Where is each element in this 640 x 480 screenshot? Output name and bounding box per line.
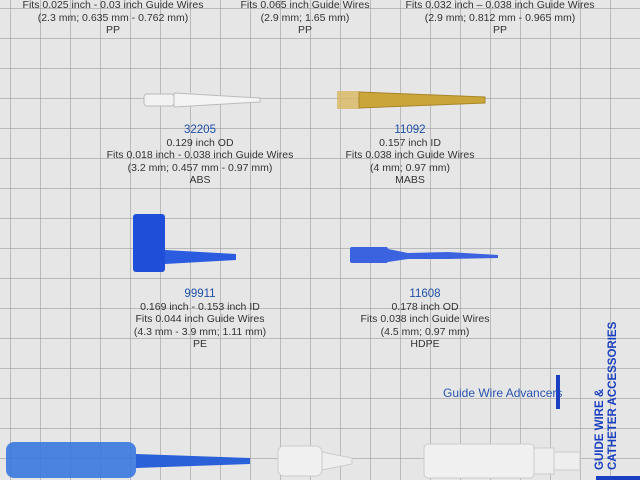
section-label: Guide Wire Advancers: [443, 386, 563, 400]
product-image-bottom-3: [423, 443, 581, 479]
product-image-99911: [133, 214, 236, 272]
spec-fits: Fits 0.018 inch - 0.038 inch Guide Wires: [106, 149, 294, 161]
product-image-bottom-1: [6, 442, 250, 478]
spec-fits: Fits 0.065 inch Guide Wires: [240, 0, 370, 11]
spec-block-11608: 11608 0.178 inch OD Fits 0.038 inch Guid…: [315, 288, 535, 351]
spec-metric: (2.9 mm; 1.65 mm): [260, 11, 350, 24]
product-image-32205: [143, 92, 261, 108]
spec-material: HDPE: [410, 338, 440, 350]
spec-block-top-3: Fits 0.032 inch – 0.038 inch Guide Wires…: [390, 0, 610, 37]
spec-material: PP: [105, 24, 120, 36]
spec-material: ABS: [189, 174, 211, 186]
spec-block-32205: 32205 0.129 inch OD Fits 0.018 inch - 0.…: [90, 124, 310, 187]
spec-block-top-1: Fits 0.025 inch - 0.03 inch Guide Wires …: [3, 0, 223, 37]
section-accent-bar: [556, 375, 560, 409]
spec-fits: Fits 0.044 inch Guide Wires: [135, 313, 265, 325]
spec-metric: (2.9 mm; 0.812 mm - 0.965 mm): [424, 11, 576, 24]
part-number: 11092: [394, 124, 426, 136]
spec-metric: (3.2 mm; 0.457 mm - 0.97 mm): [127, 161, 273, 174]
spec-metric: (4 mm; 0.97 mm): [370, 161, 450, 174]
spec-block-11092: 11092 0.157 inch ID Fits 0.038 inch Guid…: [300, 124, 520, 187]
product-image-11092: [337, 91, 486, 109]
spec-block-top-2: Fits 0.065 inch Guide Wires (2.9 mm; 1.6…: [195, 0, 415, 37]
part-number: 99911: [184, 288, 216, 300]
side-tab-bar: [596, 476, 640, 480]
spec-fits: Fits 0.032 inch – 0.038 inch Guide Wires: [405, 0, 595, 11]
spec-size: 0.169 inch - 0.153 inch ID: [140, 300, 260, 313]
part-number: 11608: [409, 288, 441, 300]
side-tab-line-1: GUIDE WIRE &: [594, 388, 606, 470]
spec-fits: Fits 0.025 inch - 0.03 inch Guide Wires: [22, 0, 204, 11]
spec-metric: (4.5 mm; 0.97 mm): [380, 325, 470, 338]
spec-size: 0.129 inch OD: [166, 136, 234, 149]
spec-block-99911: 99911 0.169 inch - 0.153 inch ID Fits 0.…: [90, 288, 310, 351]
spec-size: 0.157 inch ID: [379, 136, 441, 149]
product-image-bottom-2: [277, 445, 353, 477]
side-tab-title: GUIDE WIRE & CATHETER ACCESSORIES: [594, 322, 620, 470]
spec-fits: Fits 0.038 inch Guide Wires: [360, 313, 490, 325]
spec-material: MABS: [395, 174, 425, 186]
spec-size: 0.178 inch OD: [391, 300, 459, 313]
product-image-11608: [350, 247, 498, 263]
spec-fits: Fits 0.038 inch Guide Wires: [345, 149, 475, 161]
side-tab-line-2: CATHETER ACCESSORIES: [607, 321, 619, 470]
spec-material: PP: [297, 24, 312, 36]
spec-material: PP: [492, 24, 507, 36]
spec-metric: (4.3 mm - 3.9 mm; 1.11 mm): [133, 325, 267, 338]
part-number: 32205: [184, 124, 216, 136]
spec-metric: (2.3 mm; 0.635 mm - 0.762 mm): [37, 11, 189, 24]
spec-material: PE: [192, 338, 207, 350]
